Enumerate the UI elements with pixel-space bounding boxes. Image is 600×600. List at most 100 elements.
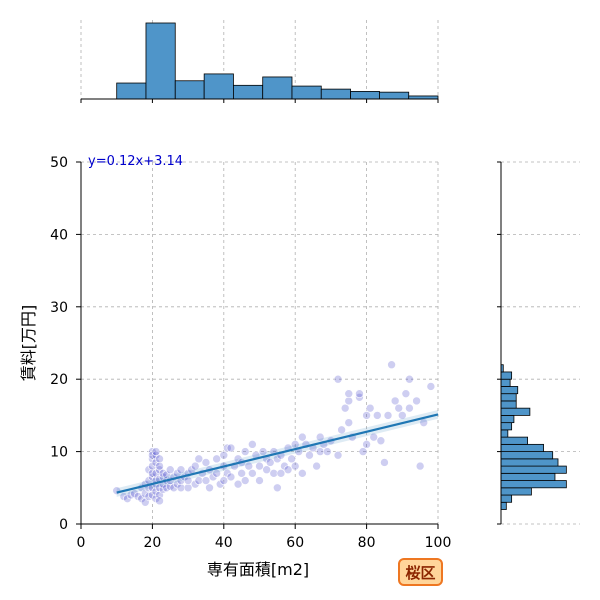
scatter-point [151,450,161,460]
scatter-point [394,403,404,413]
top-histogram-bar [116,82,147,100]
scatter-point [358,447,368,456]
y-tick-label: 20 [50,372,68,388]
scatter-point [155,454,164,464]
scatter-point [123,494,132,503]
scatter-point [148,450,157,460]
scatter-point [148,490,157,500]
scatter-point [415,461,425,471]
scatter-point [148,472,157,482]
scatter-point [144,465,154,475]
top-histogram-bar [174,80,205,100]
scatter-points [112,360,436,507]
scatter-point [365,403,375,413]
scatter-point [190,461,200,471]
x-tick-label: 80 [358,535,376,551]
x-axis-label: 専有面積[m2] [207,560,309,579]
x-tick-label: 60 [286,535,304,551]
y-axis-label: 賃料[万円] [19,305,38,382]
scatter-point [226,443,236,453]
scatter-point [405,403,414,413]
scatter-point [262,465,271,475]
right-histogram-bar [500,458,559,467]
scatter-point [148,461,157,471]
scatter-point [255,461,264,471]
y-tick-label: 0 [59,517,68,533]
top-histogram [80,22,439,103]
top-histogram-bar [350,91,380,100]
scatter-point [155,461,164,471]
scatter-point [194,454,204,464]
right-histogram-bar [500,480,567,489]
scatter-point [315,447,325,456]
regression-line [116,413,439,494]
right-histogram-bar [500,422,513,431]
scatter-point [333,374,343,384]
x-tick-label: 40 [215,535,233,551]
scatter-point [155,465,164,475]
top-histogram-bar [291,85,322,100]
scatter-point [255,476,264,485]
scatter-point [380,458,389,467]
regression-layer [116,410,439,497]
right-histogram-bar [500,472,556,481]
scatter-point [148,454,157,464]
scatter-point [151,447,161,456]
scatter-point [176,483,186,493]
scatter-point [383,411,393,420]
scatter-point [183,483,193,493]
y-tick-label: 10 [50,445,68,461]
scatter-point [248,440,257,449]
scatter-point [176,465,186,475]
scatter-point [208,472,218,482]
scatter-point [244,461,254,471]
scatter-point [219,476,229,485]
scatter-point [201,476,211,485]
top-histogram-bar [262,76,293,100]
scatter-point [315,432,325,442]
scatter-point [333,450,343,460]
right-histogram-bar [500,429,509,438]
scatter-point [401,389,411,398]
right-histogram-bar [500,393,517,402]
scatter-point [258,447,268,456]
scatter-point [223,469,232,478]
scatter-point [344,418,354,427]
x-tick-label: 100 [425,535,452,551]
scatter-point [426,382,436,391]
scatter-point [298,469,307,478]
region-badge-label: 桜区 [405,564,435,582]
scatter-point [219,450,229,460]
scatter-point [205,483,214,493]
scatter-point [165,465,175,475]
right-histogram-bar [500,494,513,503]
scatter-point [273,483,282,493]
scatter-point [344,396,354,406]
scatter-point [223,443,232,453]
scatter-point [233,479,243,489]
top-histogram-bar [203,73,234,100]
scatter-point [137,494,146,503]
scatter-point [201,458,211,467]
top-histogram-bar [379,91,410,100]
scatter-point [305,450,314,460]
scatter-point [362,440,371,449]
scatter-point [248,469,257,478]
scatter-point [355,392,364,402]
scatter-point [355,389,364,398]
right-histogram-bar [500,487,532,496]
scatter-point [130,489,139,498]
scatter-point [265,458,275,467]
axes: 0 20 40 60 80 100 0 10 20 30 40 50 [50,155,451,551]
x-tick-label: 20 [143,535,161,551]
y-tick-label: 50 [50,155,68,171]
scatter-point [290,461,300,471]
scatter-point [155,496,164,506]
scatter-point [148,469,157,478]
scatter-point [323,447,332,456]
scatter-point [376,436,386,446]
scatter-point [237,469,246,478]
scatter-point [240,447,250,456]
